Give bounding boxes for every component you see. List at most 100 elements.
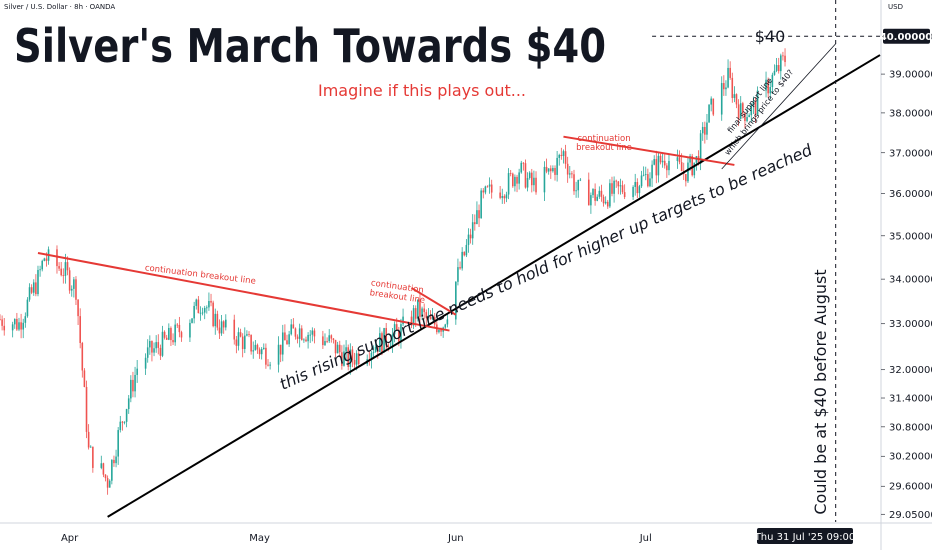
candle-body: [277, 344, 280, 365]
x-tick-label: Jun: [447, 533, 464, 544]
candle-body: [480, 190, 482, 219]
candle-body: [149, 341, 151, 348]
candle-body: [604, 201, 607, 204]
candle-body: [725, 87, 727, 90]
breakout-line-2[interactable]: [410, 287, 457, 316]
candle-body: [594, 188, 596, 201]
candle-body: [87, 431, 90, 448]
candle-body: [303, 339, 305, 341]
candle-body: [56, 249, 58, 267]
candle-body: [60, 268, 62, 276]
candle-body: [750, 105, 753, 116]
candle-body: [668, 160, 670, 171]
candle-body: [267, 364, 269, 366]
candle-body: [113, 459, 115, 464]
candle-body: [634, 182, 637, 187]
candle-body: [269, 364, 271, 366]
candle-body: [79, 316, 81, 344]
candle-body: [723, 83, 725, 90]
candle-body: [216, 313, 219, 328]
candle-body: [767, 79, 769, 94]
current-price-tag: 40.00000: [880, 28, 932, 44]
candle-body: [417, 299, 419, 319]
candle-body: [45, 258, 48, 261]
candle-body: [119, 421, 122, 431]
candle-body: [123, 421, 126, 423]
candle-body: [590, 195, 592, 206]
candle-body: [387, 345, 390, 348]
candle-body: [13, 318, 16, 325]
candle-body: [370, 352, 373, 361]
breakout-line-1[interactable]: [37, 251, 450, 332]
candle-body: [37, 269, 39, 295]
currency-label: USD: [888, 3, 903, 11]
candle-body: [440, 329, 442, 332]
candle-body: [89, 446, 92, 448]
candle-body: [562, 151, 565, 157]
candle-body: [300, 328, 303, 340]
candle-body: [556, 157, 558, 175]
candle-body: [457, 267, 459, 282]
candle-body: [632, 186, 634, 198]
candle-body: [290, 324, 293, 335]
candle-body: [490, 184, 493, 193]
candle-body: [685, 174, 687, 182]
candle-body: [564, 151, 567, 164]
candle-body: [619, 185, 622, 187]
candle-body: [237, 332, 240, 346]
candle-body: [579, 179, 582, 181]
candle-body: [558, 154, 561, 158]
august-note: Could be at $40 before August: [811, 269, 830, 514]
candle-body: [77, 299, 79, 317]
candle-body: [108, 480, 111, 488]
candle-body: [522, 162, 525, 164]
candle-body: [260, 348, 263, 355]
candle-body: [203, 307, 206, 313]
y-tick-label: 30.80000: [889, 422, 932, 433]
breakout-line-3[interactable]: [563, 135, 735, 166]
candle-body: [568, 173, 571, 175]
candle-body: [543, 166, 546, 193]
candle-body: [554, 168, 556, 175]
candle-body: [233, 319, 236, 340]
date-tag-label: Thu 31 Jul '25 09:00: [754, 532, 856, 543]
candle-body: [699, 133, 702, 164]
rising-support-line[interactable]: [107, 54, 881, 518]
final-support-line[interactable]: [721, 43, 836, 170]
candle-body: [488, 184, 491, 187]
candle-body: [155, 342, 157, 349]
candle-body: [248, 334, 250, 336]
breakout-label-3a: continuation: [577, 134, 630, 144]
candle-body: [163, 331, 166, 338]
y-tick-label: 35.00000: [889, 231, 932, 242]
candle-body: [678, 157, 681, 163]
candle-body: [127, 398, 130, 410]
candle-body: [769, 87, 772, 94]
candle-body: [284, 332, 286, 341]
x-tick-label: May: [249, 533, 270, 544]
candle-body: [657, 155, 660, 176]
candle-body: [189, 322, 191, 338]
candle-body: [621, 185, 624, 193]
candle-body: [220, 321, 223, 334]
candle-body: [549, 168, 552, 172]
candle-body: [298, 328, 301, 339]
candle-body: [469, 234, 472, 239]
candle-body: [201, 312, 204, 314]
candle-body: [336, 344, 339, 354]
candle-body: [623, 192, 626, 198]
candle-body: [444, 324, 447, 328]
candle-body: [609, 183, 611, 207]
candle-body: [81, 343, 84, 371]
candle-body: [355, 353, 358, 365]
candle-body: [296, 336, 299, 339]
candle-body: [784, 55, 786, 63]
candle-body: [771, 74, 774, 88]
candle-body: [465, 244, 468, 256]
candle-body: [429, 315, 432, 320]
candle-body: [735, 94, 738, 105]
candle-body: [693, 162, 696, 176]
candle-body: [478, 210, 480, 219]
candle-body: [518, 172, 520, 184]
